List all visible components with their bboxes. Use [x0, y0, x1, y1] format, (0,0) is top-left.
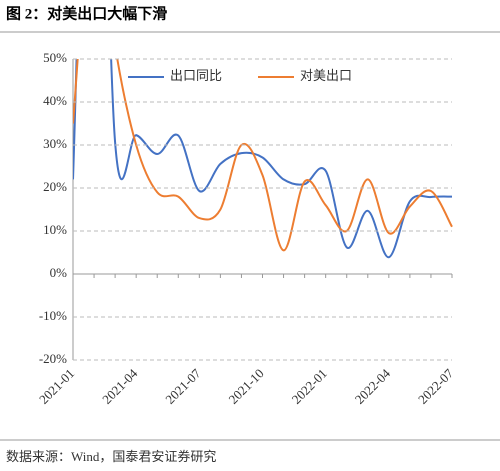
x-tick-label: 2021-04: [99, 365, 141, 407]
x-tick-label: 2021-01: [36, 366, 77, 407]
legend-label: 出口同比: [170, 68, 222, 83]
source: 数据来源：Wind，国泰君安证券研究: [6, 449, 216, 464]
x-tick-label: 2022-07: [415, 365, 457, 407]
y-tick-label: 10%: [43, 222, 67, 237]
legend-label: 对美出口: [300, 68, 352, 83]
plot-area: [73, 59, 453, 259]
y-tick-label: -10%: [39, 308, 67, 323]
y-tick-label: 50%: [43, 50, 67, 65]
y-tick-label: -20%: [39, 351, 67, 366]
x-tick-label: 2022-04: [352, 365, 394, 407]
x-tick-label: 2021-10: [225, 366, 266, 407]
x-tick-label: 2021-07: [162, 365, 204, 407]
series-line: [73, 59, 453, 259]
y-tick-label: 40%: [43, 93, 67, 108]
chart-title: 图 2：对美出口大幅下滑: [6, 4, 167, 22]
y-tick-label: 20%: [43, 179, 67, 194]
y-tick-label: 30%: [43, 136, 67, 151]
y-tick-label: 0%: [50, 265, 68, 280]
x-tick-label: 2022-01: [289, 366, 330, 407]
series-line: [73, 59, 453, 252]
